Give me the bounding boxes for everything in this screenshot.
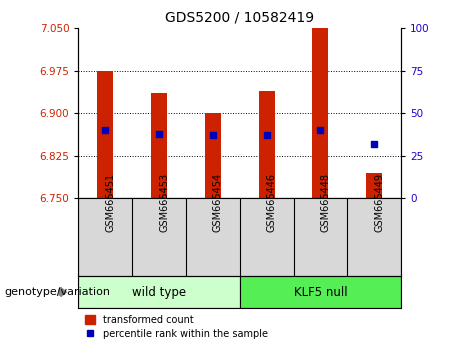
Text: GSM665451: GSM665451 xyxy=(105,172,115,232)
Text: GSM665449: GSM665449 xyxy=(374,173,384,232)
Point xyxy=(263,132,270,138)
Point xyxy=(155,131,163,137)
Bar xyxy=(240,276,401,308)
Text: GSM665446: GSM665446 xyxy=(266,173,277,232)
Text: wild type: wild type xyxy=(132,286,186,298)
Point xyxy=(209,132,217,138)
Bar xyxy=(97,71,113,198)
Text: GSM665453: GSM665453 xyxy=(159,172,169,232)
Text: GSM665454: GSM665454 xyxy=(213,172,223,232)
Point xyxy=(371,141,378,147)
Point xyxy=(317,127,324,133)
Title: GDS5200 / 10582419: GDS5200 / 10582419 xyxy=(165,10,314,24)
Bar xyxy=(151,93,167,198)
Bar xyxy=(313,28,328,198)
Text: genotype/variation: genotype/variation xyxy=(5,287,111,297)
Text: KLF5 null: KLF5 null xyxy=(294,286,347,298)
Point xyxy=(101,127,109,133)
Text: GSM665448: GSM665448 xyxy=(320,173,331,232)
Bar xyxy=(259,91,275,198)
Legend: transformed count, percentile rank within the sample: transformed count, percentile rank withi… xyxy=(83,313,270,341)
Bar xyxy=(366,173,382,198)
Bar xyxy=(78,276,240,308)
Bar xyxy=(205,113,221,198)
